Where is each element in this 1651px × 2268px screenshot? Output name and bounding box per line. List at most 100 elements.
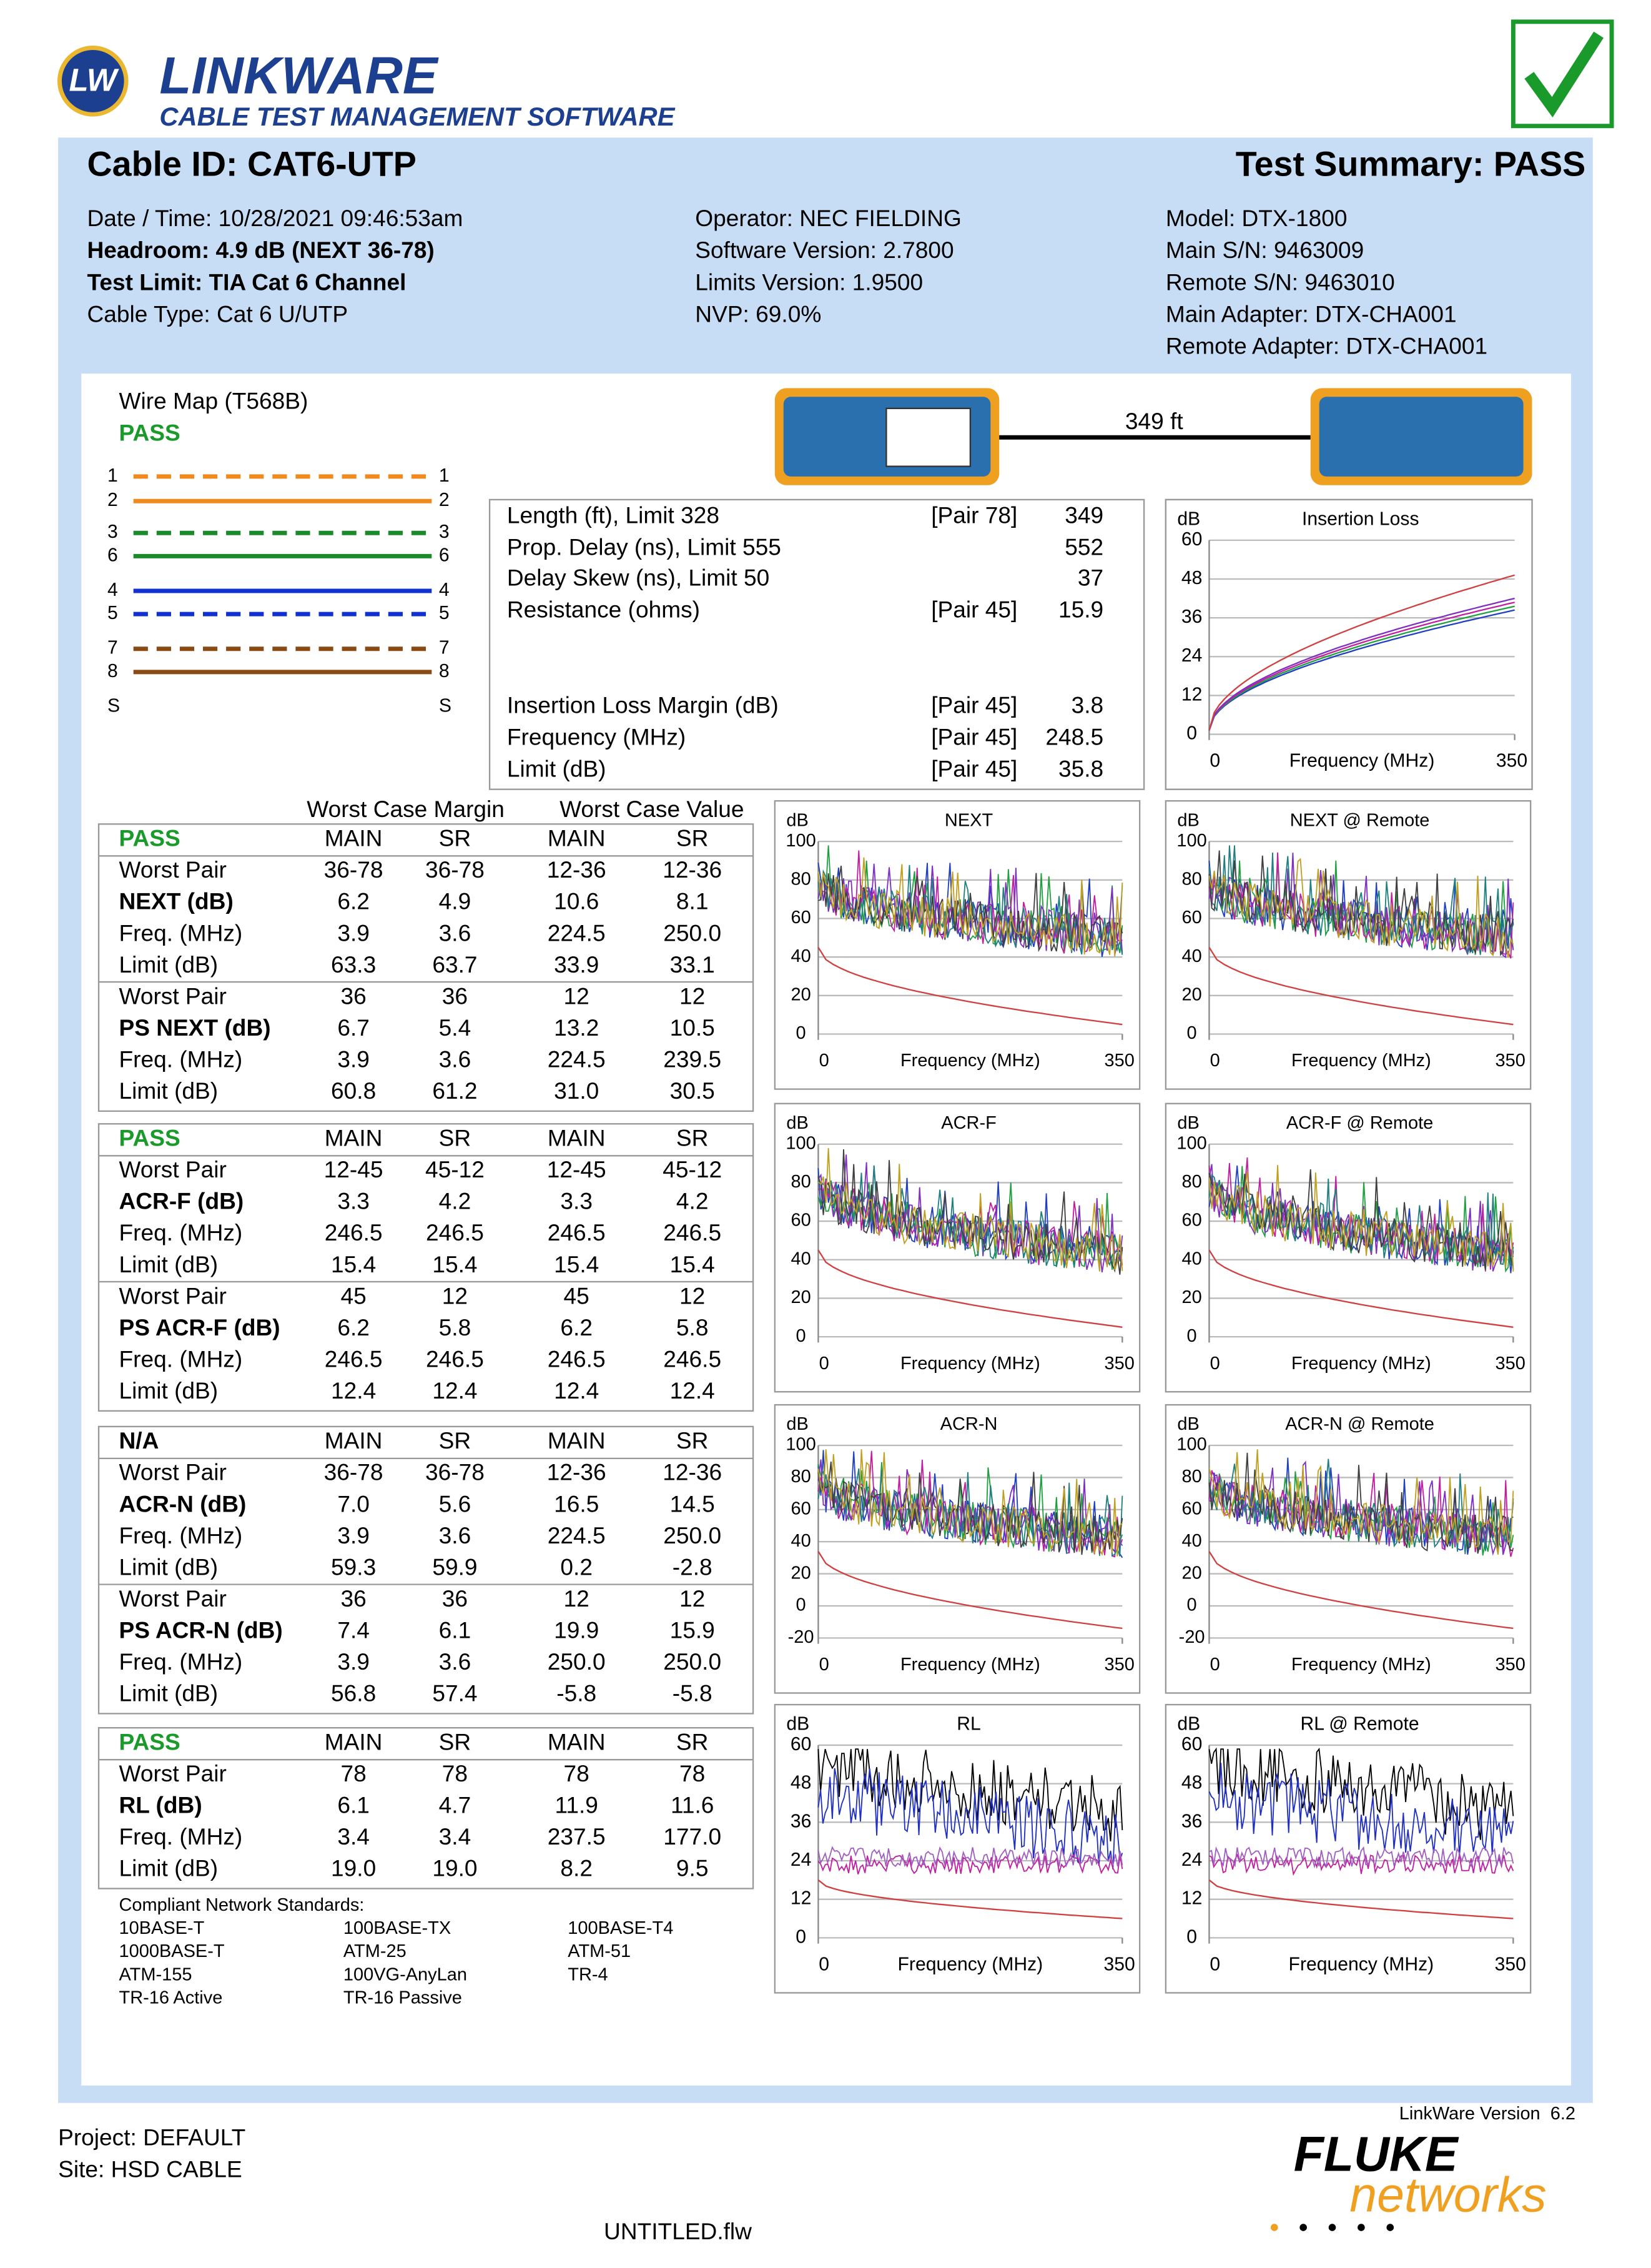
trace (817, 1768, 1123, 1869)
info-line: Operator: NEC FIELDING (695, 205, 962, 231)
measure-value: 35.8 (1058, 755, 1103, 781)
networks-brand: networks (1349, 2167, 1546, 2222)
standard: 10BASE-T (119, 1918, 205, 1938)
cell: 250.0 (663, 919, 721, 946)
info-line: Headroom: 4.9 dB (NEXT 36-78) (87, 237, 434, 263)
x-tick-label: 0 (1210, 1954, 1220, 1974)
cell: 61.2 (432, 1077, 477, 1104)
pin-label: 1 (107, 465, 118, 486)
table-section (97, 1123, 754, 1412)
cell: 14.5 (670, 1490, 715, 1517)
cell: 78 (679, 1760, 705, 1786)
chart-ylabel: dB (1177, 810, 1199, 830)
column-header: SR (676, 1728, 709, 1755)
standard: ATM-25 (343, 1941, 407, 1961)
cell: 33.1 (670, 951, 715, 978)
column-header: SR (439, 1427, 471, 1453)
pin-label: 4 (439, 580, 450, 600)
cell: 5.8 (439, 1314, 471, 1340)
cell: 16.5 (554, 1490, 599, 1517)
y-tick-label: 48 (791, 1773, 812, 1793)
cell: 224.5 (548, 1046, 606, 1072)
row-label: PS NEXT (dB) (119, 1014, 271, 1041)
measure-pair: [Pair 78] (931, 502, 1017, 528)
column-header: MAIN (325, 1427, 383, 1453)
measure-value: 248.5 (1045, 723, 1103, 750)
cell: 33.9 (554, 951, 599, 978)
x-tick-label: 350 (1495, 1954, 1526, 1974)
column-header: MAIN (325, 825, 383, 851)
x-tick-label: 0 (819, 1954, 829, 1974)
cell: 12 (679, 1282, 705, 1309)
x-tick-label: 350 (1105, 1655, 1135, 1675)
y-tick-label: 80 (1182, 869, 1202, 889)
x-axis-label: Frequency (MHz) (1289, 751, 1435, 771)
cell: 12-36 (547, 1459, 606, 1485)
cell: 12 (679, 983, 705, 1009)
trace (1208, 1165, 1514, 1272)
cell: 239.5 (663, 1046, 721, 1072)
pin-label: 1 (439, 465, 450, 486)
row-label: ACR-F (dB) (119, 1188, 244, 1214)
y-tick-label: 40 (791, 1531, 811, 1551)
cell: 19.9 (554, 1617, 599, 1643)
row-label: Limit (dB) (119, 1377, 219, 1404)
cell: 36 (340, 1585, 366, 1612)
cell: 3.9 (337, 1648, 370, 1675)
y-tick-label: 60 (1182, 1211, 1202, 1231)
measure-pair: [Pair 45] (931, 596, 1017, 622)
pin-label: 5 (439, 603, 450, 623)
y-tick-label: 0 (796, 1926, 806, 1947)
cell: 6.2 (560, 1314, 593, 1340)
trace (817, 863, 1123, 955)
y-tick-label: 80 (791, 1172, 811, 1192)
site: Site: HSD CABLE (58, 2156, 242, 2182)
chart-title: ACR-F @ Remote (1286, 1113, 1433, 1133)
row-label: Freq. (MHz) (119, 1046, 243, 1072)
cell: -5.8 (556, 1680, 596, 1706)
row-label: Worst Pair (119, 983, 227, 1009)
cell: 59.9 (432, 1553, 477, 1580)
row-label: NEXT (dB) (119, 888, 234, 914)
trace (817, 1249, 1123, 1328)
file-name: UNTITLED.flw (604, 2218, 752, 2244)
cell: 45 (340, 1282, 366, 1309)
trace (1208, 1169, 1514, 1270)
cell: 15.9 (670, 1617, 715, 1643)
standard: 1000BASE-T (119, 1941, 225, 1961)
cell: 12.4 (670, 1377, 715, 1404)
chart-title: NEXT @ Remote (1290, 810, 1430, 830)
row-label: PS ACR-N (dB) (119, 1617, 283, 1643)
remote-unit-face (1319, 397, 1524, 477)
brand-dot (1270, 2224, 1278, 2231)
y-tick-label: 60 (1182, 908, 1202, 928)
section-status: PASS (119, 825, 180, 851)
x-tick-label: 0 (1210, 751, 1220, 771)
table-section (97, 1425, 754, 1715)
section-status: N/A (119, 1427, 159, 1453)
cell: 78 (564, 1760, 589, 1786)
chart-ylabel: dB (1177, 508, 1200, 529)
trace (817, 1468, 1123, 1557)
y-tick-label: -20 (1179, 1627, 1205, 1647)
pin-label: 5 (107, 603, 118, 623)
x-axis-label: Frequency (MHz) (900, 1354, 1040, 1374)
y-tick-label: 20 (1182, 984, 1202, 1004)
cell: 12 (564, 1585, 589, 1612)
measure-label: Length (ft), Limit 328 (507, 502, 719, 528)
column-header: MAIN (548, 1728, 606, 1755)
y-tick-label: 20 (1182, 1563, 1202, 1583)
trace (1208, 845, 1514, 956)
pin-label: S (107, 695, 120, 716)
chart-ylabel: dB (786, 1113, 808, 1133)
trace (817, 1846, 1123, 1868)
standard: ATM-155 (119, 1964, 192, 1984)
y-tick-label: 60 (1181, 1734, 1203, 1755)
info-line: Cable Type: Cat 6 U/UTP (87, 300, 348, 327)
y-tick-label: 24 (1181, 1850, 1203, 1870)
cell: 31.0 (554, 1077, 599, 1104)
cell: 3.6 (439, 919, 471, 946)
y-tick-label: 80 (791, 869, 811, 889)
cell: -2.8 (673, 1553, 712, 1580)
cell: 177.0 (663, 1823, 721, 1850)
